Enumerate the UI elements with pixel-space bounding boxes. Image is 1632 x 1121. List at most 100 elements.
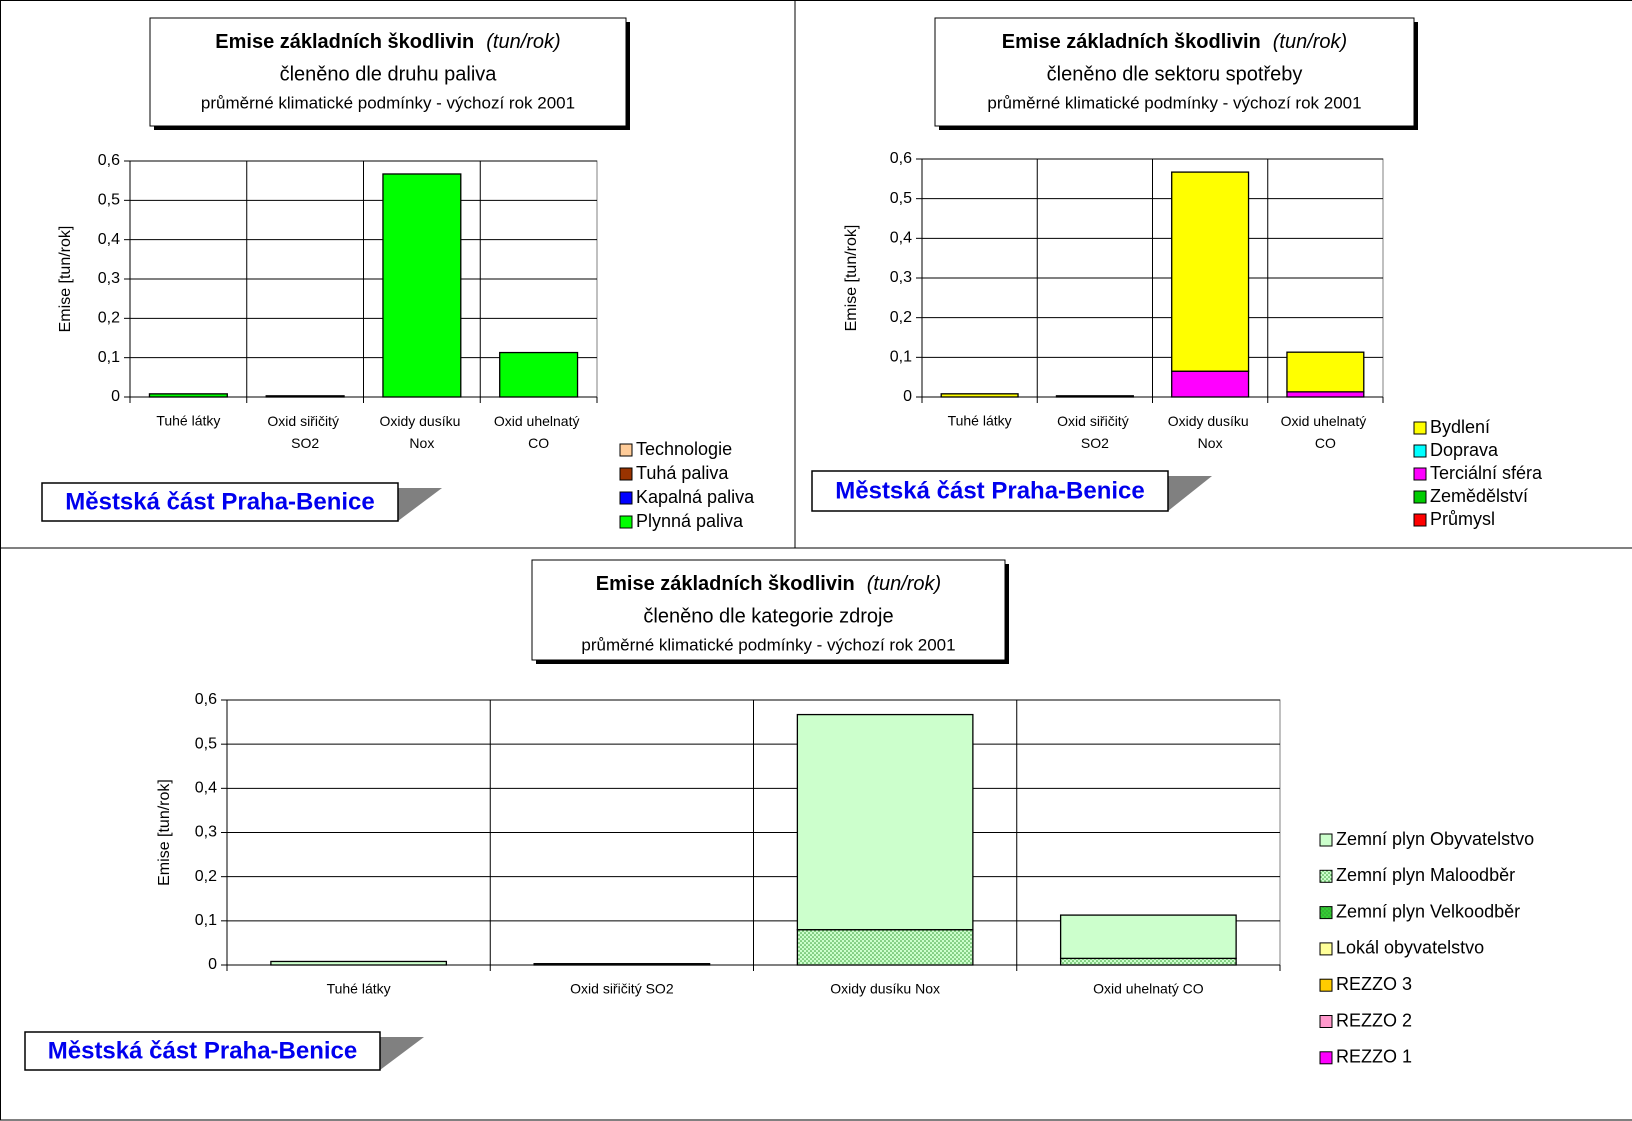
y-axis-label: Emise [tun/rok]	[156, 779, 173, 886]
annotation-box	[811, 470, 1169, 512]
y-tick-label: 0,6	[195, 691, 217, 708]
y-tick-label: 0,2	[195, 868, 217, 885]
legend-swatch	[1319, 1015, 1333, 1028]
legend-swatch	[1413, 513, 1427, 527]
title-unit: (tun/rok)	[867, 573, 941, 595]
y-tick-label: 0,3	[98, 270, 120, 287]
legend-swatch	[619, 467, 633, 481]
legend-swatch	[1319, 1051, 1333, 1065]
legend-label: Plynná paliva	[636, 511, 744, 531]
title-box	[934, 17, 1415, 127]
legend-swatch	[1319, 869, 1333, 883]
y-tick-label: 0,4	[195, 780, 217, 797]
y-tick-label: 0,5	[98, 192, 120, 209]
annotation: Městská část Praha-Benice	[48, 1037, 358, 1064]
legend-swatch	[619, 515, 633, 529]
annotation: Městská část Praha-Benice	[65, 488, 375, 515]
legend-label: Zemní plyn Obyvatelstvo	[1336, 829, 1534, 849]
bar	[265, 395, 345, 398]
y-tick-label: 0,1	[890, 349, 912, 366]
legend-label: Doprava	[1430, 440, 1499, 460]
x-tick-label: Oxid siřičitý SO2	[267, 413, 342, 451]
chart-title: Emise základních škodlivin (tun/rok)	[596, 573, 941, 595]
chart-title: Emise základních škodlivin (tun/rok)	[1002, 31, 1347, 53]
bar	[1286, 351, 1365, 393]
annotation-wedge	[1168, 476, 1212, 511]
x-tick-label: Oxidy dusíku Nox	[1168, 413, 1253, 451]
title-text: Emise základních škodlivin	[215, 31, 474, 53]
y-tick-label: 0,2	[890, 309, 912, 326]
chart-title: Emise základních škodlivin (tun/rok)	[215, 31, 560, 53]
y-tick-label: 0,6	[98, 152, 120, 169]
legend-swatch	[1413, 444, 1427, 458]
y-tick-label: 0	[208, 956, 217, 973]
title-text: Emise základních škodlivin	[1002, 31, 1261, 53]
chart-subtitle: průměrné klimatické podmínky - výchozí r…	[581, 635, 955, 654]
y-tick-label: 0,3	[890, 269, 912, 286]
chart-subtitle: členěno dle kategorie zdroje	[643, 605, 893, 627]
legend-label: Bydlení	[1430, 417, 1490, 437]
legend-swatch	[1319, 942, 1333, 956]
legend-swatch	[1413, 490, 1427, 504]
legend-swatch	[1319, 833, 1333, 847]
bar	[499, 351, 579, 398]
legend-swatch	[1413, 467, 1427, 481]
bar	[940, 393, 1019, 398]
legend-label: Zemní plyn Maloodběr	[1336, 865, 1515, 885]
bar	[270, 960, 448, 966]
bar	[1059, 914, 1237, 960]
y-tick-label: 0,5	[890, 190, 912, 207]
x-tick-label: Tuhé látky	[156, 413, 220, 429]
title-unit: (tun/rok)	[1273, 31, 1347, 53]
bar	[1171, 370, 1250, 398]
y-tick-label: 0,1	[195, 912, 217, 929]
annotation-wedge	[380, 1037, 424, 1070]
chart-subtitle: průměrné klimatické podmínky - výchozí r…	[201, 93, 575, 112]
y-tick-label: 0,6	[890, 150, 912, 167]
bar	[796, 713, 974, 931]
legend-label: Průmysl	[1430, 509, 1495, 529]
bar	[796, 929, 974, 966]
y-tick-label: 0,1	[98, 349, 120, 366]
legend-label: Zemědělství	[1430, 486, 1528, 506]
y-tick-label: 0	[111, 388, 120, 405]
title-unit: (tun/rok)	[486, 31, 560, 53]
legend-label: REZZO 2	[1336, 1010, 1412, 1030]
x-tick-label: Tuhé látky	[948, 413, 1012, 429]
title-text: Emise základních škodlivin	[596, 573, 855, 595]
title-box	[531, 559, 1006, 661]
x-tick-label: Oxidy dusíku Nox	[379, 413, 464, 451]
y-axis-label: Emise [tun/rok]	[57, 226, 74, 333]
y-tick-label: 0,4	[890, 230, 912, 247]
bar	[1286, 391, 1365, 398]
x-tick-label: Oxid siřičitý SO2	[570, 981, 674, 997]
y-tick-label: 0,4	[98, 231, 120, 248]
legend-label: Technologie	[636, 439, 732, 459]
y-axis-label: Emise [tun/rok]	[843, 225, 860, 332]
title-box	[149, 17, 627, 127]
legend-label: REZZO 1	[1336, 1047, 1412, 1067]
legend-swatch	[619, 443, 633, 457]
legend-swatch	[619, 491, 633, 505]
bar	[533, 963, 711, 966]
y-tick-label: 0,3	[195, 824, 217, 841]
annotation-box	[41, 482, 399, 522]
bar	[1055, 395, 1134, 398]
x-tick-label: Oxid siřičitý SO2	[1057, 413, 1132, 451]
x-tick-label: Tuhé látky	[327, 981, 391, 997]
legend-label: Kapalná paliva	[636, 487, 755, 507]
legend-label: Terciální sféra	[1430, 463, 1543, 483]
x-tick-label: Oxidy dusíku Nox	[830, 981, 940, 997]
y-tick-label: 0,2	[98, 310, 120, 327]
y-tick-label: 0	[903, 388, 912, 405]
legend-label: Lokál obyvatelstvo	[1336, 938, 1484, 958]
legend-label: Tuhá paliva	[636, 463, 729, 483]
annotation: Městská část Praha-Benice	[835, 477, 1145, 504]
legend-swatch	[1413, 421, 1427, 435]
bar	[148, 393, 228, 398]
legend-swatch	[1319, 978, 1333, 992]
annotation-box	[24, 1031, 381, 1071]
bar	[382, 173, 462, 398]
